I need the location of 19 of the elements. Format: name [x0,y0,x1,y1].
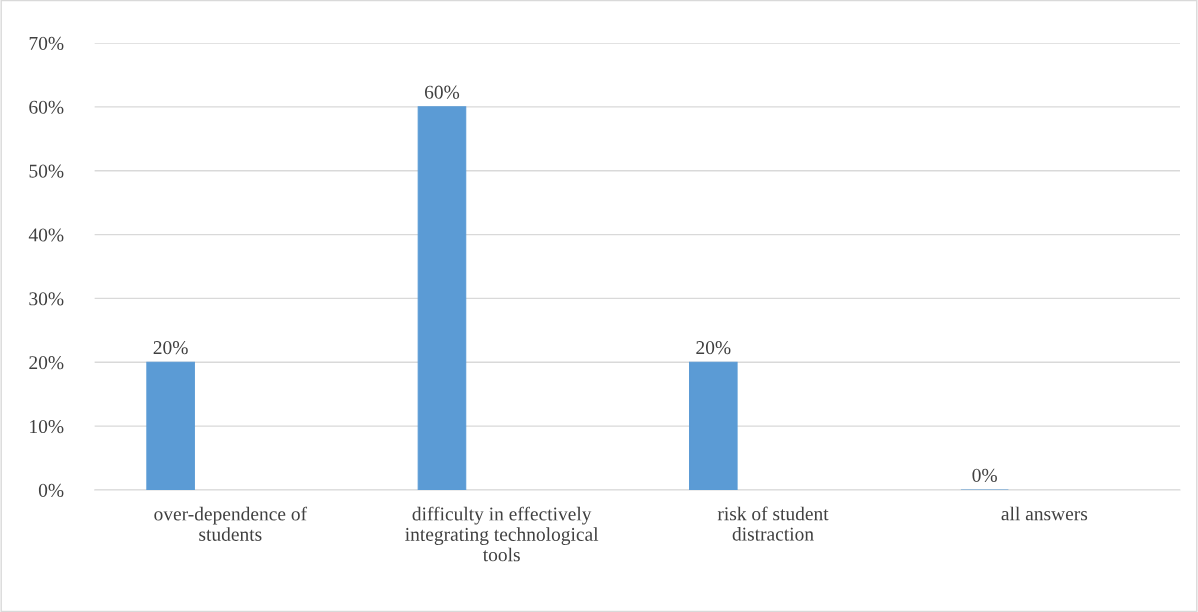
data-label: 20% [696,341,731,355]
y-tick-label: 0% [38,483,64,497]
x-tick-label: all answers [1001,506,1088,521]
x-tick-label: difficulty in effectively integrating technological tools [405,506,599,562]
data-label: 60% [424,85,460,99]
bar [146,361,195,490]
y-tick-label: 20% [29,356,64,370]
y-tick-label: 30% [29,292,64,306]
data-label: 0% [972,468,997,482]
bar [689,361,738,490]
y-tick-label: 10% [30,419,64,434]
bar [417,106,467,490]
x-tick-label: risk of student distraction [717,506,829,541]
y-tick-label: 70% [29,36,64,50]
y-tick-label: 40% [28,228,64,242]
y-tick-label: 50% [29,164,64,178]
data-label: 20% [153,341,188,355]
x-tick-label: over-dependence of students [154,506,308,541]
y-tick-label: 60% [29,100,64,114]
